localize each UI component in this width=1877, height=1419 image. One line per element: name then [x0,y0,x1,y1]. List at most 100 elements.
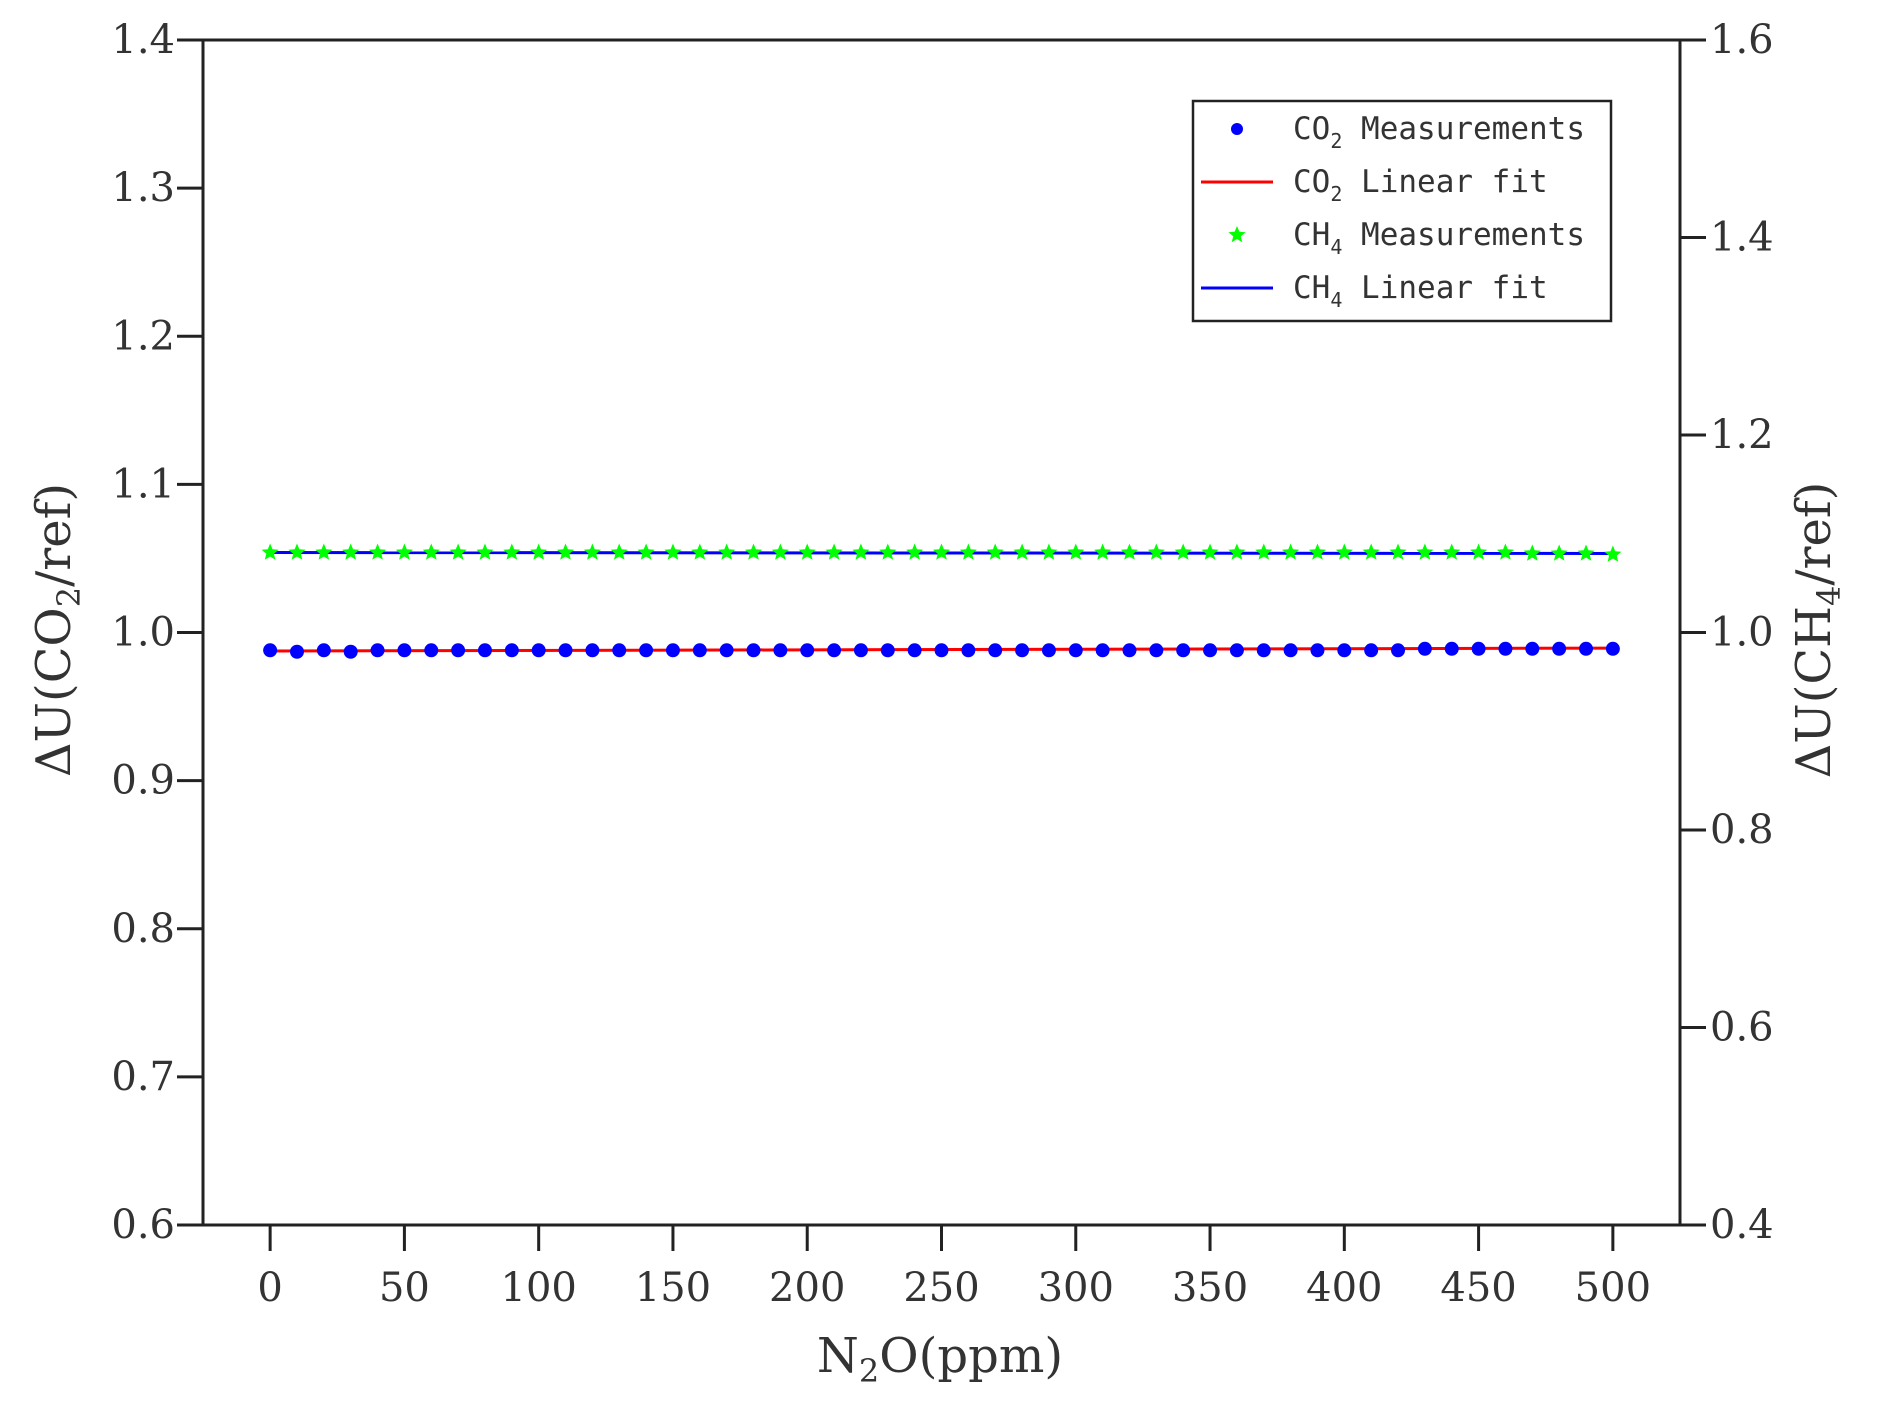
legend-entry-suffix: Measurements [1342,111,1585,147]
y-axis-title-right-sub: 4 [1810,586,1848,606]
x-tick-label: 300 [1038,1265,1114,1311]
co2-measurement-point [397,643,412,658]
co2-measurement-point [1337,643,1352,658]
y-axis-title-left-prefix: ΔU(CO [26,607,82,777]
ch4-measurement-point [422,543,440,560]
co2-measurement-point [289,644,304,659]
ch4-measurement-point [1577,544,1595,561]
co2-measurement-point [1444,641,1459,656]
co2-measurement-point [451,643,466,658]
ch4-measurement-point [503,543,521,560]
ch4-measurement-point [664,543,682,560]
y-axis-title-left-tail: /ref) [26,483,82,587]
co2-measurement-point [612,643,627,658]
co2-measurement-point [1364,643,1379,658]
x-tick-label: 250 [903,1265,979,1311]
co2-measurement-point [800,643,815,658]
y-left-tick-label: 0.7 [111,1054,175,1100]
legend-entry-subscript: 2 [1330,182,1342,206]
y-axis-title-right-prefix: ΔU(CH [1786,606,1842,778]
ch4-measurement-point [718,543,736,560]
co2-measurement-point [1283,643,1298,658]
co2-measurement-point [907,643,922,658]
co2-measurement-point [585,643,600,658]
legend-entry-prefix: CH [1293,270,1330,306]
ch4-measurement-point [369,543,387,560]
co2-measurement-point [1605,641,1620,656]
y-axis-title-right-tail: /ref) [1786,482,1842,586]
co2-measurement-point [531,643,546,658]
x-tick-label: 450 [1440,1265,1516,1311]
co2-measurement-point [692,643,707,658]
ch4-measurement-point [1067,543,1085,560]
co2-measurement-point [1041,643,1056,658]
ch4-measurement-point [1443,543,1461,560]
ch4-measurement-point [1496,543,1514,560]
ch4-measurement-point [852,543,870,560]
co2-measurement-point [639,643,654,658]
co2-measurement-point [1229,643,1244,658]
ch4-measurement-point [906,543,924,560]
ch4-measurement-point [261,543,279,560]
y-left-tick-label: 0.8 [111,906,175,952]
ch4-measurement-point [315,543,333,560]
ch4-measurement-point [1362,543,1380,560]
co2-measurement-point [343,644,358,659]
y-left-tick-label: 0.9 [111,758,175,804]
ch4-measurement-point [476,543,494,560]
co2-measurement-point [1525,641,1540,656]
x-tick-label: 0 [257,1265,282,1311]
legend-entry-subscript: 4 [1330,235,1342,259]
co2-measurement-point [1176,643,1191,658]
co2-measurement-point [1015,643,1030,658]
legend-entry-suffix: Measurements [1342,217,1585,253]
x-tick-label: 500 [1575,1265,1651,1311]
ch4-measurement-point [691,543,709,560]
ch4-measurement-point [637,543,655,560]
ch4-measurement-point [530,543,548,560]
co2-measurement-point [1471,641,1486,656]
legend-entry-label: CH4 Measurements [1293,217,1585,259]
legend-entry-prefix: CH [1293,217,1330,253]
y-left-tick-label: 0.6 [111,1202,175,1248]
legend-circle-marker [1231,123,1243,135]
co2-measurement-point [1391,643,1406,658]
legend-star-marker [1228,226,1246,243]
ch4-measurement-point [825,543,843,560]
ch4-measurement-point [798,543,816,560]
y-left-tick-label: 1.2 [111,313,175,359]
y-right-tick-label: 0.6 [1710,1005,1774,1051]
co2-measurement-point [853,643,868,658]
ch4-measurement-point [1389,543,1407,560]
co2-measurement-point [1579,641,1594,656]
ch4-measurement-point [1308,543,1326,560]
x-tick-label: 200 [769,1265,845,1311]
ch4-measurement-point [1335,543,1353,560]
co2-measurement-point [1122,643,1137,658]
y-right-tick-label: 1.0 [1710,610,1774,656]
ch4-measurement-point [1147,543,1165,560]
x-tick-label: 50 [379,1265,430,1311]
axes: 0 50 100 150 200 250 300 350 400 450 500 0.6 0.7 0.8 0… [111,17,1773,1311]
y-axis-title-right: ΔU(CH4/ref) [1786,482,1848,779]
legend-entry-prefix: CO [1293,164,1330,200]
ch4-measurement-point [557,543,575,560]
x-tick-label: 350 [1172,1265,1248,1311]
co2-measurement-point [719,643,734,658]
y-axis-title-left: ΔU(CO2/ref) [26,483,88,777]
co2-measurement-point [1203,643,1218,658]
ch4-measurement-point [879,543,897,560]
x-tick-label: 150 [635,1265,711,1311]
co2-measurement-point [961,643,976,658]
ch4-measurement-point [342,543,360,560]
legend-entry-prefix: CO [1293,111,1330,147]
co2-measurement-point [934,643,949,658]
y-right-tick-label: 0.8 [1710,807,1774,853]
legend-entry-label: CO2 Measurements [1293,111,1585,153]
ch4-measurement-point [932,543,951,560]
y-left-tick-label: 1.3 [111,165,175,211]
ch4-measurement-point [288,543,306,560]
ch4-measurement-point [1201,543,1219,560]
